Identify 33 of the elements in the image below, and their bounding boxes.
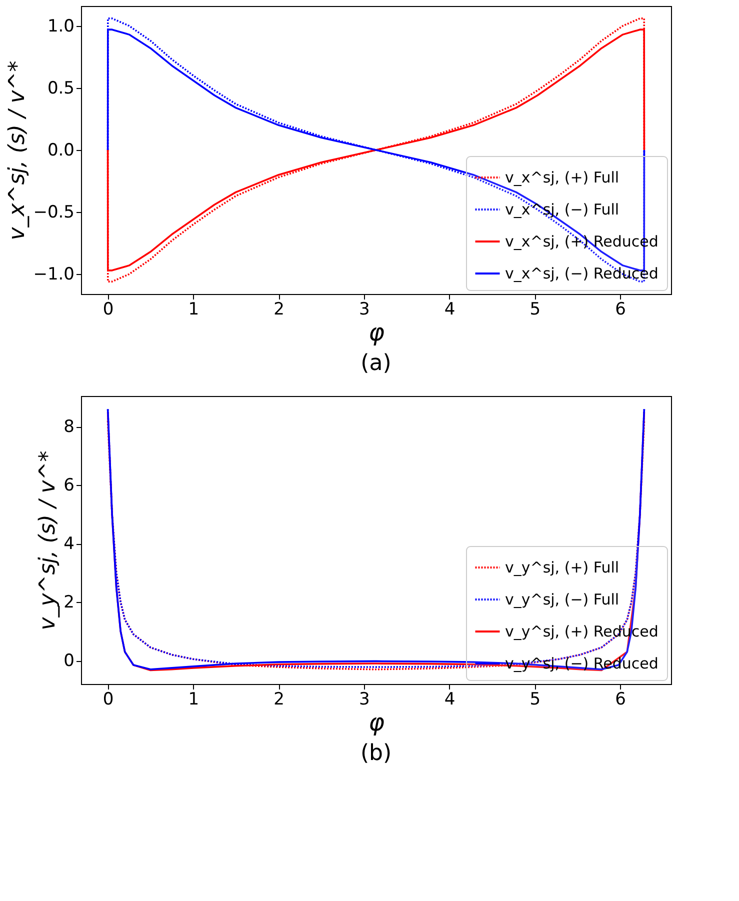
- x-tick-label: 1: [188, 300, 200, 320]
- y-tick-label: 0.5: [47, 78, 74, 98]
- y-tick-label: −0.5: [33, 202, 74, 223]
- x-tick-label: 4: [444, 690, 456, 710]
- x-tick-label: 2: [274, 690, 284, 710]
- y-axis-title: v_y^sj, (s) / v^*: [36, 450, 61, 630]
- x-tick-label: 5: [530, 690, 541, 710]
- y-tick-label: 8: [64, 417, 74, 438]
- y-tick-label: 2: [64, 592, 74, 613]
- x-tick-label: 6: [615, 300, 626, 320]
- x-tick-label: 0: [102, 690, 114, 710]
- x-tick-label: 3: [359, 690, 370, 710]
- x-tick-label: 1: [188, 690, 200, 710]
- x-tick-label: 6: [615, 690, 626, 710]
- x-axis-title: φ: [368, 708, 385, 736]
- legend-label: v_y^sj, (−) Full: [505, 590, 620, 608]
- y-axis-title: v_x^sj, (s) / v^*: [5, 60, 30, 240]
- y-tick-label: −1.0: [33, 264, 74, 285]
- x-tick-label: 2: [274, 300, 284, 320]
- y-tick-label: 1.0: [47, 16, 74, 36]
- legend-label: v_y^sj, (+) Full: [505, 558, 620, 576]
- y-tick-label: 0.0: [47, 140, 74, 160]
- x-tick-label: 5: [530, 300, 541, 320]
- text: (a): [360, 351, 392, 376]
- x-tick-label: 0: [102, 300, 114, 320]
- y-tick-label: 6: [64, 476, 74, 496]
- y-tick-label: 4: [64, 534, 74, 554]
- legend-label: v_x^sj, (+) Full: [505, 168, 620, 186]
- x-tick-label: 3: [359, 300, 370, 320]
- text: (b): [360, 741, 392, 766]
- y-tick-label: 0: [64, 651, 74, 672]
- x-axis-title: φ: [368, 318, 385, 346]
- x-tick-label: 4: [444, 300, 456, 320]
